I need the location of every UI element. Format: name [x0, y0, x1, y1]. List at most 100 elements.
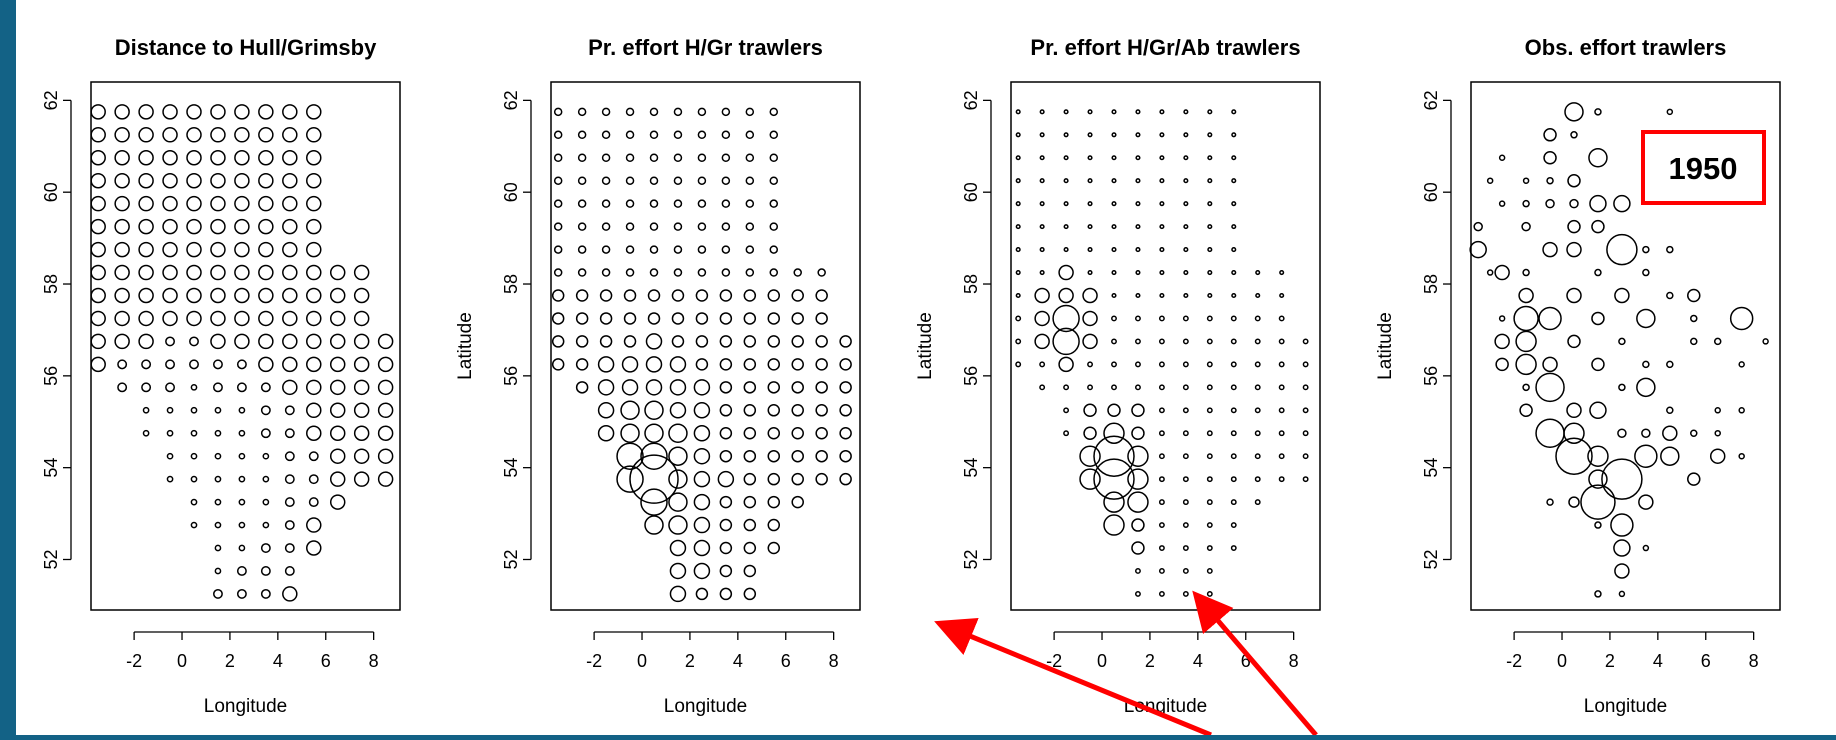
data-point — [210, 127, 226, 143]
data-point — [697, 153, 707, 163]
data-point — [1039, 132, 1045, 138]
data-point — [1254, 384, 1261, 391]
x-axis-label: Longitude — [204, 696, 287, 717]
data-point — [1580, 484, 1616, 520]
data-point — [645, 379, 663, 396]
data-point — [721, 222, 731, 231]
data-point — [791, 404, 804, 417]
data-point — [1636, 377, 1656, 398]
data-point — [1302, 384, 1309, 391]
data-point — [621, 356, 639, 373]
data-point — [1278, 407, 1285, 414]
data-point — [1278, 430, 1285, 437]
data-point — [1159, 109, 1165, 115]
data-point — [668, 515, 688, 535]
data-point — [767, 335, 781, 348]
data-point — [1103, 422, 1125, 444]
data-point — [1230, 499, 1237, 506]
data-point — [697, 222, 707, 231]
data-point — [258, 195, 274, 212]
y-tick-label: 52 — [501, 549, 521, 569]
data-point — [308, 451, 319, 462]
data-point — [214, 452, 222, 460]
data-point — [743, 518, 757, 532]
data-point — [210, 287, 226, 304]
data-point — [669, 562, 687, 580]
data-point — [1182, 338, 1189, 345]
data-point — [767, 289, 781, 302]
data-point — [1522, 199, 1530, 208]
data-point — [90, 310, 106, 327]
data-point — [644, 515, 664, 535]
data-point — [1039, 155, 1045, 161]
data-point — [1087, 109, 1093, 115]
data-point — [553, 153, 563, 163]
data-point — [669, 539, 687, 557]
data-point — [721, 268, 731, 277]
data-point — [1206, 476, 1213, 483]
data-point — [258, 356, 274, 373]
data-point — [282, 218, 298, 235]
data-point — [90, 104, 106, 120]
data-point — [719, 312, 733, 325]
data-point — [1083, 403, 1097, 418]
data-point — [162, 195, 178, 212]
data-point — [599, 289, 613, 302]
data-point — [329, 425, 346, 441]
data-point — [839, 404, 852, 417]
data-point — [1015, 292, 1021, 299]
data-point — [258, 150, 274, 166]
data-point — [1302, 361, 1309, 368]
data-point — [1111, 338, 1117, 345]
data-point — [282, 379, 298, 396]
data-point — [329, 402, 346, 419]
data-point — [1082, 310, 1098, 327]
data-point — [817, 268, 826, 277]
y-tick-label: 58 — [1421, 274, 1441, 294]
data-point — [377, 356, 394, 373]
data-point — [1206, 384, 1213, 391]
data-point — [329, 379, 346, 396]
data-point — [1182, 522, 1189, 529]
data-point — [743, 449, 757, 463]
data-point — [1158, 590, 1165, 597]
x-tick-label: -2 — [1506, 651, 1522, 671]
y-tick-label: 54 — [41, 458, 61, 478]
data-point — [625, 245, 635, 254]
data-point — [719, 449, 733, 463]
data-point — [1231, 109, 1237, 115]
data-point — [260, 405, 271, 416]
data-point — [601, 130, 611, 140]
data-point — [1158, 476, 1165, 483]
data-point — [90, 264, 106, 281]
data-point — [90, 287, 106, 304]
data-point — [1569, 198, 1579, 209]
data-point — [697, 107, 707, 117]
data-point — [284, 451, 295, 462]
data-point — [306, 195, 322, 212]
data-point — [213, 359, 223, 370]
data-point — [769, 107, 779, 117]
data-point — [1158, 568, 1165, 574]
data-point — [90, 218, 106, 235]
data-point — [1034, 333, 1050, 350]
data-point — [1111, 178, 1117, 184]
data-point — [695, 358, 709, 371]
data-point — [647, 289, 661, 302]
data-point — [553, 130, 563, 140]
data-point — [1666, 245, 1674, 254]
data-point — [114, 264, 130, 281]
data-point — [260, 428, 271, 439]
data-point — [190, 452, 198, 460]
data-point — [306, 150, 322, 166]
data-point — [693, 447, 711, 465]
data-point — [1666, 406, 1674, 415]
data-point — [377, 425, 394, 441]
data-point — [284, 428, 295, 439]
data-point — [1207, 132, 1213, 138]
data-point — [1183, 224, 1189, 230]
data-point — [745, 130, 755, 140]
data-point — [138, 104, 154, 120]
data-point — [166, 429, 174, 437]
data-point — [815, 472, 828, 486]
